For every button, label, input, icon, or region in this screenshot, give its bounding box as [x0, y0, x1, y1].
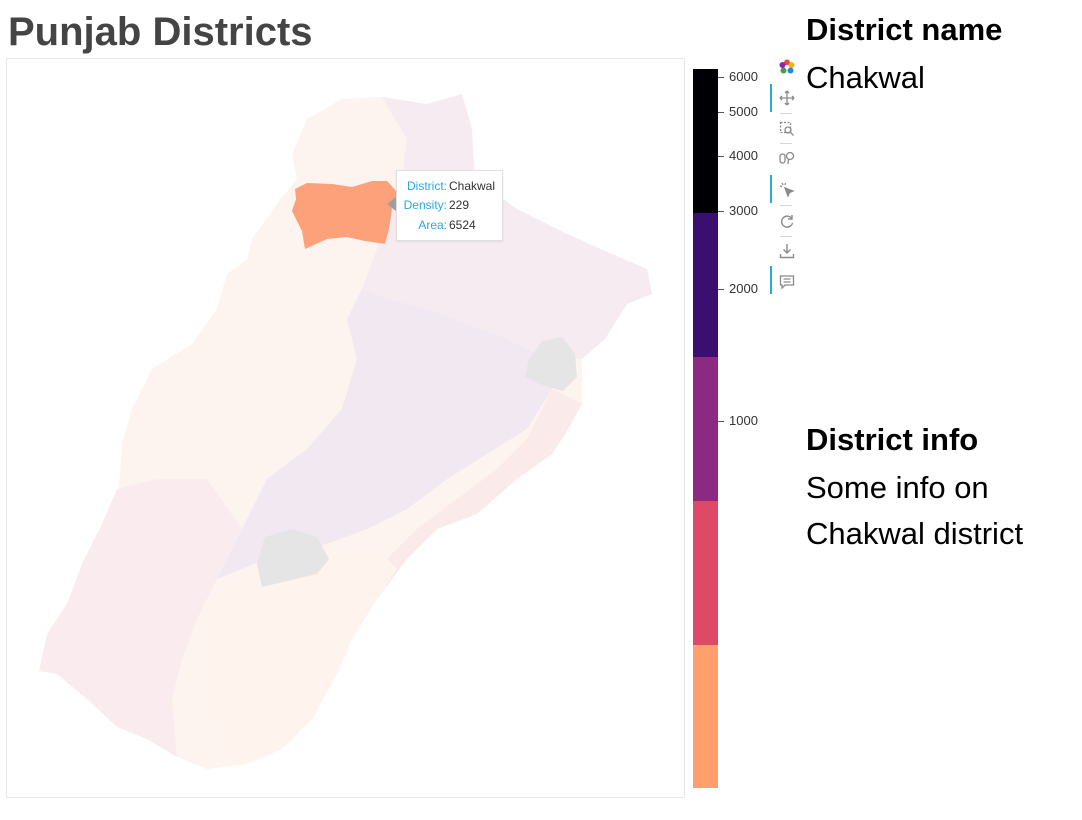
color-bar-segment [693, 645, 718, 788]
district-name-value: Chakwal [806, 60, 925, 95]
district-chakwal[interactable] [292, 181, 399, 249]
district-region[interactable] [362, 94, 652, 359]
plot-toolbar [770, 56, 800, 306]
reset-icon[interactable] [778, 212, 796, 230]
district-missing[interactable] [257, 529, 329, 587]
color-bar [693, 69, 718, 788]
tooltip-row-area: Area: 6524 [397, 216, 502, 234]
save-icon[interactable] [778, 242, 796, 260]
color-bar-tick-label: 4000 [729, 148, 758, 163]
district-region[interactable] [39, 479, 242, 757]
tap-icon[interactable] [778, 181, 796, 199]
color-bar-tick-label: 5000 [729, 104, 758, 119]
color-bar-tick [718, 289, 724, 290]
page-title: Punjab Districts [8, 10, 313, 54]
color-bar-segment [693, 501, 718, 645]
color-bar-tick [718, 112, 724, 113]
district-missing[interactable] [525, 337, 577, 391]
color-bar-tick-label: 6000 [729, 69, 758, 84]
district-region[interactable] [297, 389, 582, 719]
color-bar-tick [718, 77, 724, 78]
color-bar-segment [693, 213, 718, 357]
punjab-map[interactable] [7, 59, 684, 797]
district-name-heading: District name [806, 12, 1003, 47]
color-bar-segment [693, 69, 718, 213]
active-tool-indicator [770, 266, 772, 294]
color-bar-tick-label: 3000 [729, 203, 758, 218]
color-bar-tick [718, 156, 724, 157]
district-region[interactable] [207, 549, 397, 764]
color-bar-segment [693, 357, 718, 501]
hover-icon[interactable] [778, 273, 796, 291]
district-region[interactable] [217, 289, 552, 579]
lasso-select-icon[interactable] [778, 149, 796, 167]
tooltip-arrow [387, 197, 396, 211]
tooltip-key: Density: [403, 198, 447, 212]
bokeh-logo-icon[interactable] [778, 58, 796, 76]
toolbar-divider [780, 205, 792, 206]
tooltip-key: Area: [418, 218, 447, 232]
toolbar-divider [780, 143, 792, 144]
tooltip-row-district: District: Chakwal [397, 177, 502, 195]
tooltip-value: Chakwal [449, 179, 496, 193]
color-bar-tick [718, 421, 724, 422]
tooltip-value: 229 [449, 198, 470, 212]
district-info-line: Chakwal district [806, 516, 1024, 551]
pan-icon[interactable] [778, 89, 796, 107]
color-bar-tick-label: 1000 [729, 413, 758, 428]
district-info-heading: District info [806, 422, 979, 457]
color-bar-tick [718, 211, 724, 212]
active-tool-indicator [770, 175, 772, 203]
active-tool-indicator [770, 84, 772, 112]
tooltip-value: 6524 [449, 218, 476, 232]
district-info-line: Some info on [806, 470, 989, 505]
hover-tooltip: District: Chakwal Density: 229 Area: 652… [387, 170, 503, 241]
map-plot[interactable] [6, 58, 685, 798]
color-bar-tick-label: 2000 [729, 281, 758, 296]
toolbar-divider [780, 236, 792, 237]
tooltip-key: District: [407, 179, 447, 193]
tooltip-row-density: Density: 229 [397, 196, 502, 214]
toolbar-divider [780, 113, 792, 114]
box-zoom-icon[interactable] [778, 120, 796, 138]
